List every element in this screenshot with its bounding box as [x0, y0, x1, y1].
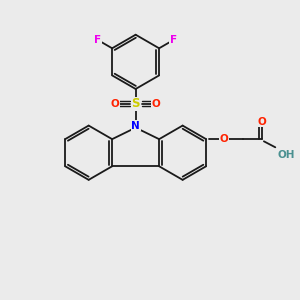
Text: O: O — [111, 99, 120, 109]
Text: O: O — [152, 99, 160, 109]
Text: N: N — [131, 121, 140, 130]
Text: F: F — [170, 35, 177, 45]
Text: OH: OH — [278, 150, 296, 160]
Text: S: S — [131, 98, 140, 110]
Text: O: O — [219, 134, 228, 144]
Text: O: O — [257, 116, 266, 127]
Text: F: F — [94, 35, 102, 45]
